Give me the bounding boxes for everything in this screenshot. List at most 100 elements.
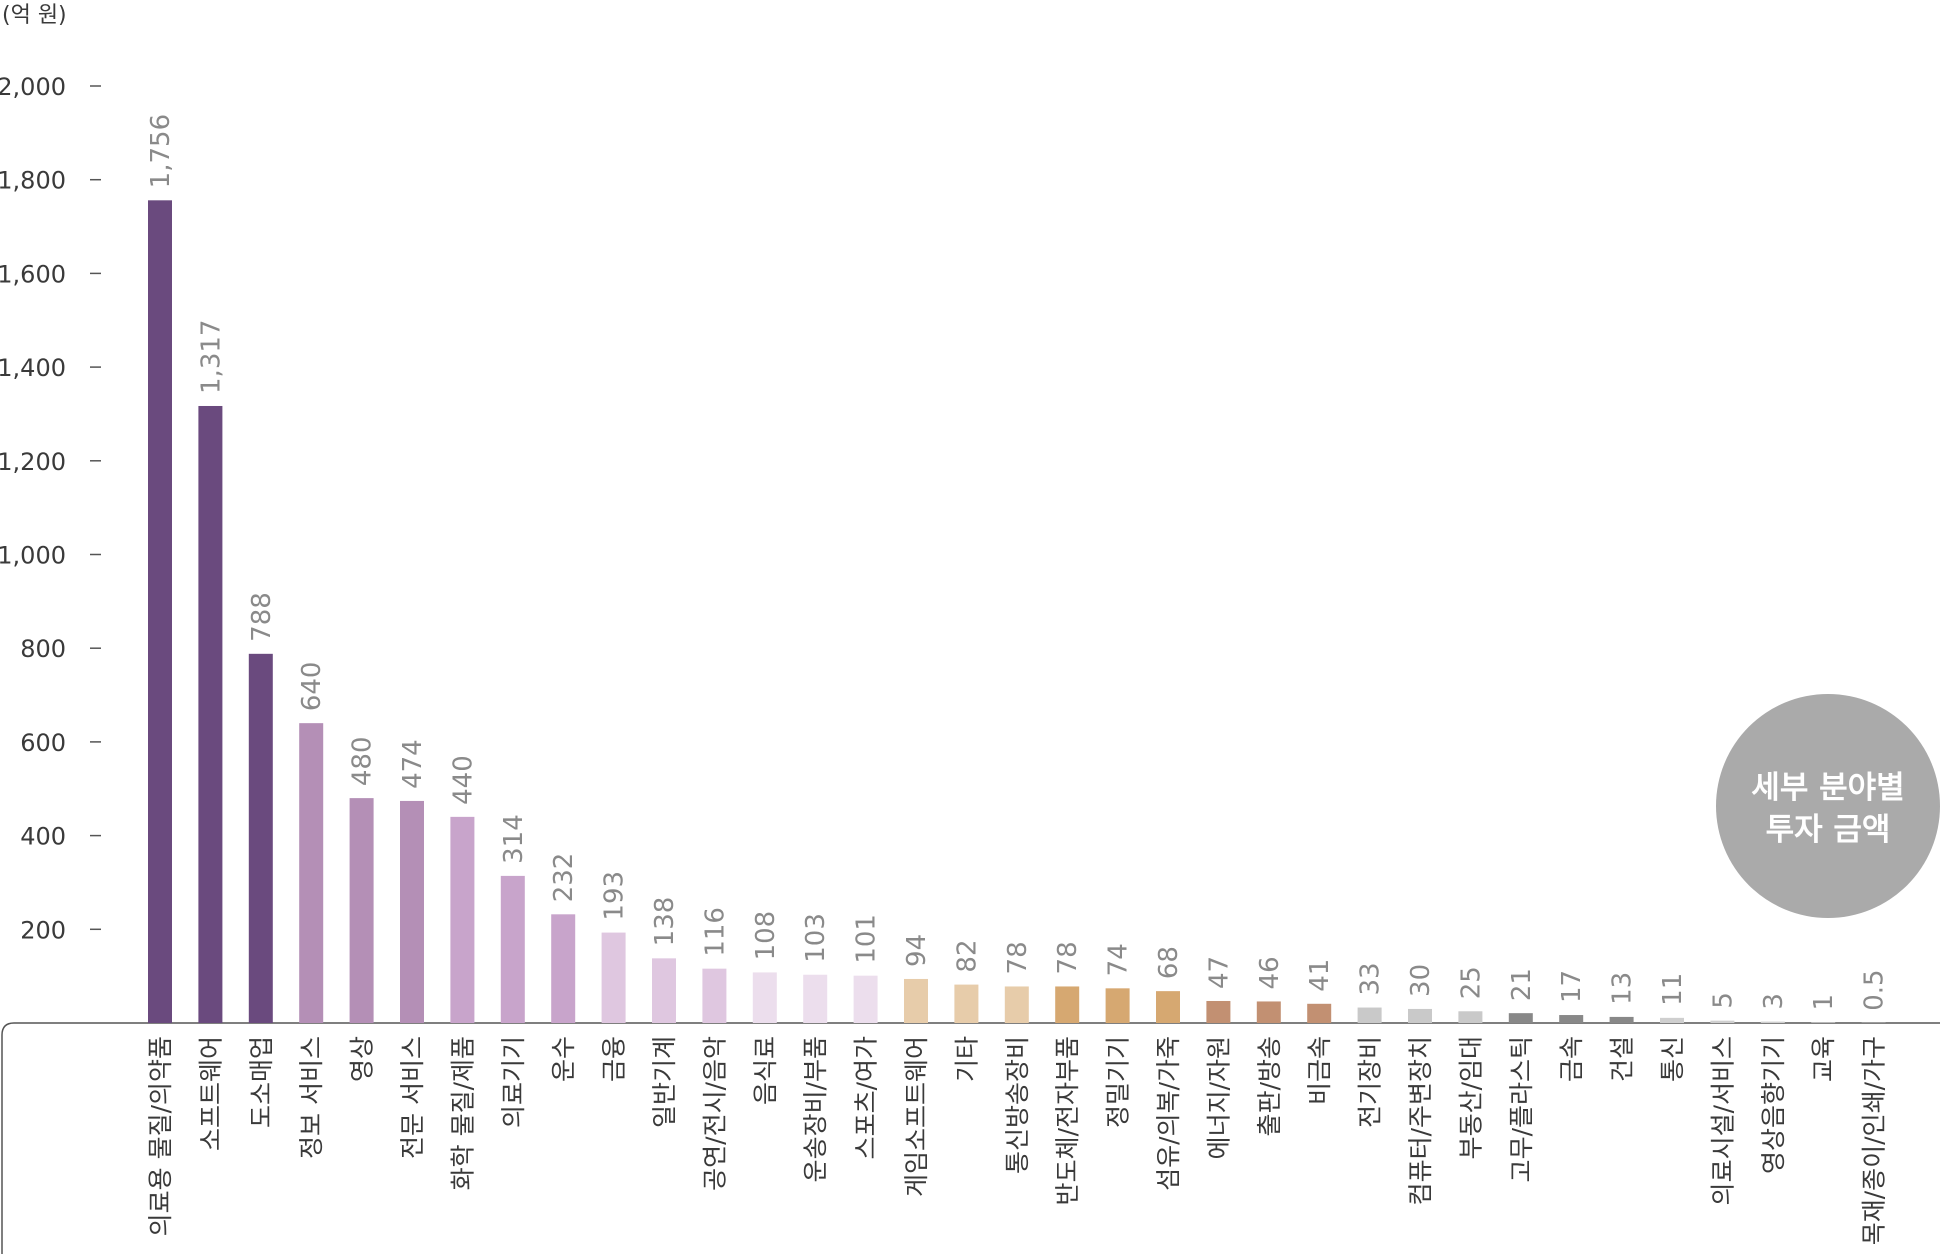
badge: 세부 분야별 투자 금액 <box>1716 694 1940 918</box>
bar <box>1559 1015 1584 1023</box>
y-axis: 2,000 1,800 1,600 1,400 1,200 1,000 800 600 400 2… <box>0 73 101 944</box>
category-label: 스포츠/여가 <box>852 1036 881 1159</box>
bar-value-label: 232 <box>549 853 579 903</box>
bar <box>803 974 828 1023</box>
bar-value-label: 1 <box>1809 994 1839 1011</box>
category-label: 비금속 <box>1305 1036 1334 1105</box>
category-label: 목재/종이/인쇄/가구 <box>1860 1036 1889 1245</box>
bar-value-label: 440 <box>448 755 478 805</box>
bar-value-label: 103 <box>801 913 831 963</box>
bar-value-label: 82 <box>952 939 982 972</box>
bar-value-label: 68 <box>1154 946 1184 979</box>
category-label: 고무/플라스틱 <box>1507 1036 1536 1182</box>
bar <box>752 972 777 1023</box>
category-label: 소프트웨어 <box>196 1036 225 1151</box>
bar-value-label: 13 <box>1608 972 1638 1005</box>
bar <box>551 914 576 1023</box>
category-label: 기타 <box>952 1036 981 1082</box>
category-label: 일반기계 <box>650 1036 679 1128</box>
category-label: 영상 <box>348 1036 377 1082</box>
badge-line-1: 세부 분야별 <box>1751 770 1904 806</box>
category-label: 의료시설/서비스 <box>1708 1036 1737 1205</box>
bars <box>148 200 1886 1024</box>
badge-line-2: 투자 금액 <box>1766 812 1891 848</box>
bar-value-label: 138 <box>650 897 680 947</box>
bar-value-label: 78 <box>1053 941 1083 974</box>
bar <box>652 958 676 1023</box>
y-tick-label: 800 <box>20 635 66 663</box>
bar-value-label: 480 <box>348 736 378 786</box>
bar-value-label: 1,317 <box>196 320 226 394</box>
badge-circle <box>1716 694 1940 918</box>
y-tick-label: 1,200 <box>0 448 66 476</box>
category-label: 컴퓨터/주변장치 <box>1406 1036 1435 1205</box>
bar <box>1307 1003 1332 1023</box>
y-axis-unit: (억 원) <box>2 3 67 28</box>
category-label: 도소매업 <box>247 1036 276 1128</box>
category-label: 운수 <box>549 1036 578 1082</box>
bar <box>1710 1020 1735 1023</box>
bar <box>198 405 223 1024</box>
bar-value-label: 5 <box>1708 992 1738 1009</box>
category-label: 전문 서비스 <box>398 1036 427 1159</box>
category-label: 음식료 <box>751 1036 780 1105</box>
bar <box>1156 991 1180 1023</box>
bar <box>853 975 878 1023</box>
y-tick-label: 1,800 <box>0 167 66 195</box>
x-axis-baseline <box>1 1022 1940 1254</box>
category-label: 통신 <box>1658 1036 1687 1082</box>
category-label: 의료용 물질/의약품 <box>146 1036 175 1236</box>
y-tick-label: 400 <box>20 823 66 851</box>
category-label: 운송장비/부품 <box>801 1036 830 1182</box>
category-label: 금융 <box>600 1036 629 1082</box>
y-tick-label: 1,600 <box>0 260 66 288</box>
bar <box>450 816 475 1023</box>
bar <box>349 798 374 1023</box>
category-label: 통신방송장비 <box>1003 1036 1032 1174</box>
bar-value-label: 25 <box>1456 966 1486 999</box>
category-label: 부동산/임대 <box>1456 1036 1485 1159</box>
bar <box>1055 986 1080 1023</box>
bar <box>299 723 324 1023</box>
bar-value-label: 41 <box>1305 959 1335 992</box>
bar-value-label: 94 <box>902 934 932 967</box>
category-label: 영상음향기기 <box>1759 1036 1788 1174</box>
bar-value-label: 74 <box>1104 943 1134 976</box>
bar <box>954 984 979 1023</box>
bar-value-label: 640 <box>297 662 327 712</box>
bar-value-label: 101 <box>852 914 882 964</box>
category-label: 화학 물질/제품 <box>448 1036 477 1190</box>
category-label: 출판/방송 <box>1255 1036 1284 1136</box>
y-tick-label: 2,000 <box>0 73 66 101</box>
bar <box>500 875 525 1023</box>
bar-value-label: 21 <box>1507 968 1537 1001</box>
category-label: 반도체/전자부품 <box>1053 1036 1082 1205</box>
bar <box>400 800 424 1023</box>
category-label: 교육 <box>1809 1036 1838 1082</box>
category-label: 전기장비 <box>1356 1036 1385 1128</box>
bar <box>1660 1017 1684 1023</box>
bar-value-label: 314 <box>499 814 529 864</box>
y-tick-label: 1,000 <box>0 542 66 570</box>
bar-value-label: 17 <box>1557 970 1587 1003</box>
bar-value-label: 193 <box>600 871 630 921</box>
bar <box>1004 986 1029 1023</box>
bar-value-label: 47 <box>1204 956 1234 989</box>
bar <box>1256 1001 1281 1023</box>
bar <box>1458 1011 1483 1023</box>
bar-value-label: 108 <box>751 911 781 961</box>
category-label: 정밀기기 <box>1104 1036 1133 1128</box>
bar-value-label: 116 <box>700 907 730 957</box>
bar-value-label: 46 <box>1255 956 1285 989</box>
bar-value-label: 474 <box>398 739 428 789</box>
bar-value-label: 33 <box>1356 962 1386 995</box>
bar-value-label: 30 <box>1406 964 1436 997</box>
bar <box>248 653 273 1023</box>
bar <box>1105 988 1130 1023</box>
category-label: 에너지/자원 <box>1204 1036 1233 1159</box>
category-label: 게임소프트웨어 <box>902 1036 931 1197</box>
bar <box>1357 1007 1382 1023</box>
category-label: 정보 서비스 <box>297 1036 326 1159</box>
